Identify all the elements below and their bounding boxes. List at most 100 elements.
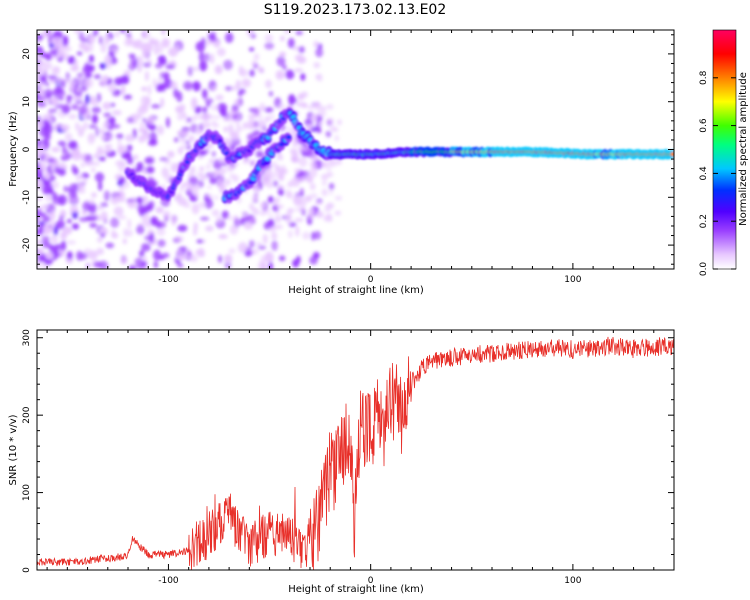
noise-blob (91, 106, 102, 114)
noise-blob (100, 210, 108, 222)
noise-blob (100, 232, 105, 238)
noise-blob (198, 51, 205, 63)
noise-blob (117, 137, 122, 147)
noise-blob (267, 178, 272, 184)
noise-blob (209, 53, 215, 64)
y-tick-label: 100 (22, 484, 32, 501)
noise-blob (186, 117, 192, 123)
noise-blob (292, 45, 301, 51)
noise-blob (60, 154, 68, 162)
snr-y-label: SNR (10 * v/v) (8, 414, 19, 485)
noise-blob (150, 104, 161, 109)
noise-blob (96, 205, 104, 210)
noise-blob (60, 240, 67, 251)
y-tick-label: 300 (22, 329, 32, 346)
noise-blob (157, 77, 163, 84)
noise-blob (227, 127, 234, 133)
noise-blob (248, 47, 255, 52)
noise-blob (187, 251, 192, 256)
noise-blob (243, 220, 253, 230)
noise-blob (202, 106, 208, 114)
noise-blob (41, 235, 50, 243)
noise-blob (154, 127, 163, 132)
noise-blob (192, 81, 201, 92)
noise-blob (285, 218, 293, 225)
noise-blob (37, 178, 43, 187)
noise-blob (88, 204, 97, 215)
noise-blob (72, 149, 82, 161)
noise-blob (50, 234, 58, 244)
noise-blob (213, 40, 221, 48)
noise-blob (224, 85, 233, 91)
noise-blob (177, 224, 188, 232)
noise-blob (334, 135, 340, 142)
noise-blob (326, 119, 333, 127)
noise-blob (313, 101, 322, 110)
noise-blob (310, 113, 318, 122)
noise-blob (60, 230, 68, 240)
noise-blob (327, 166, 332, 172)
noise-blob (137, 135, 146, 144)
noise-blob (37, 195, 42, 202)
y-tick-label: 0 (22, 146, 32, 152)
noise-blob (267, 167, 272, 176)
colorbar-tick-label: 0.0 (699, 262, 709, 277)
noise-blob (186, 184, 194, 193)
noise-blob (248, 216, 257, 224)
noise-blob (125, 32, 132, 38)
noise-blob (113, 206, 124, 217)
noise-blob (109, 116, 116, 125)
noise-blob (132, 154, 139, 161)
noise-blob (177, 147, 184, 155)
noise-blob (296, 101, 306, 108)
noise-blob (126, 117, 134, 124)
noise-blob (147, 115, 156, 125)
noise-blob (47, 75, 58, 81)
noise-blob (144, 235, 154, 241)
noise-blob (88, 41, 94, 53)
noise-blob (190, 97, 198, 109)
noise-blob (50, 165, 55, 172)
noise-blob (232, 131, 240, 139)
noise-blob (319, 106, 327, 111)
colorbar-tick-label: 0.6 (699, 118, 709, 133)
noise-blob (145, 166, 155, 174)
noise-blob (190, 168, 196, 175)
noise-blob (75, 86, 81, 94)
noise-blob (84, 78, 94, 89)
noise-blob (161, 30, 166, 36)
colorbar-tick-label: 0.8 (699, 70, 709, 85)
noise-blob (248, 203, 255, 210)
noise-blob (305, 124, 313, 131)
noise-blob (105, 242, 115, 249)
noise-blob (195, 105, 202, 112)
noise-blob (271, 240, 278, 252)
noise-blob (291, 176, 301, 188)
noise-blob (183, 81, 193, 91)
noise-blob (267, 196, 274, 203)
noise-blob (221, 167, 228, 174)
noise-blob (273, 197, 280, 203)
noise-blob (295, 225, 300, 237)
noise-blob (233, 161, 239, 167)
noise-blob (103, 190, 111, 202)
noise-blob (285, 69, 295, 80)
noise-blob (182, 201, 187, 208)
noise-blob (111, 124, 121, 129)
noise-blob (179, 103, 186, 111)
noise-blob (156, 227, 166, 236)
noise-blob (43, 96, 53, 103)
noise-blob (37, 149, 42, 159)
noise-blob (204, 52, 211, 62)
noise-blob (321, 188, 329, 197)
noise-blob (320, 161, 326, 168)
noise-blob (56, 52, 62, 58)
noise-blob (248, 107, 256, 113)
noise-blob (43, 88, 53, 97)
noise-blob (39, 142, 44, 149)
noise-blob (109, 102, 116, 108)
noise-blob (45, 194, 52, 202)
noise-blob (235, 121, 240, 127)
noise-blob (252, 194, 258, 202)
